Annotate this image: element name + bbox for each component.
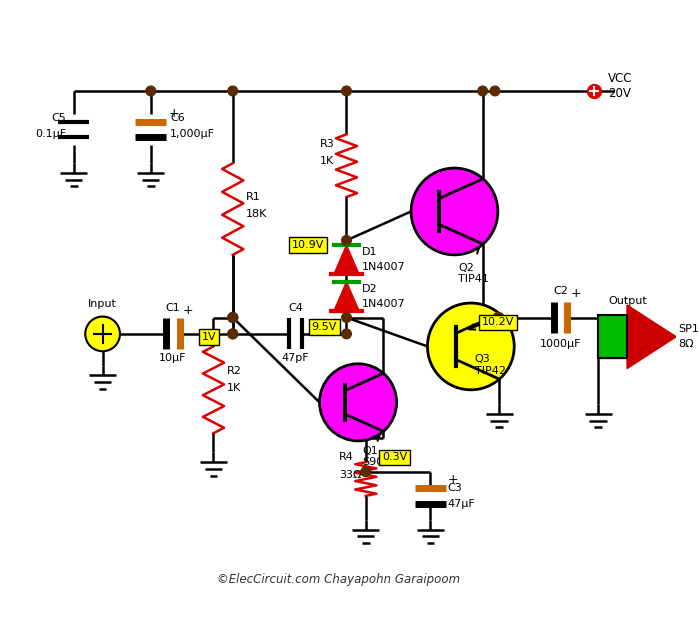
Text: +: + xyxy=(570,287,581,300)
Text: 10µF: 10µF xyxy=(159,353,187,363)
Text: TIP42: TIP42 xyxy=(475,366,505,376)
Circle shape xyxy=(342,236,351,245)
Text: 1N4007: 1N4007 xyxy=(362,299,405,309)
Polygon shape xyxy=(334,245,359,274)
Bar xyxy=(598,315,627,359)
Circle shape xyxy=(228,312,237,323)
Text: 0.3V: 0.3V xyxy=(382,452,407,462)
Circle shape xyxy=(342,86,351,96)
Circle shape xyxy=(494,312,504,323)
Text: R2: R2 xyxy=(227,366,242,375)
Text: C3: C3 xyxy=(448,483,463,493)
Polygon shape xyxy=(334,282,359,311)
Circle shape xyxy=(228,312,237,323)
Text: 1V: 1V xyxy=(202,331,216,342)
Circle shape xyxy=(228,329,237,338)
Circle shape xyxy=(490,86,500,96)
Text: C6: C6 xyxy=(170,113,185,123)
Text: ©ElecCircuit.com Chayapohn Garaipoom: ©ElecCircuit.com Chayapohn Garaipoom xyxy=(217,573,461,586)
Circle shape xyxy=(478,86,487,96)
Text: SP1: SP1 xyxy=(678,324,699,334)
Text: 1N4007: 1N4007 xyxy=(362,262,405,272)
Text: Input: Input xyxy=(88,299,117,309)
Text: VCC
20V: VCC 20V xyxy=(608,72,632,100)
Text: +: + xyxy=(168,107,178,120)
Text: 33Ω: 33Ω xyxy=(339,470,361,479)
Text: D1: D1 xyxy=(362,247,377,257)
Text: 8Ω: 8Ω xyxy=(678,340,694,349)
Circle shape xyxy=(411,168,498,255)
Circle shape xyxy=(146,86,155,96)
Circle shape xyxy=(228,329,237,338)
Text: Q2: Q2 xyxy=(458,262,474,272)
Text: R4: R4 xyxy=(339,452,354,462)
Text: Q3: Q3 xyxy=(475,354,491,364)
Circle shape xyxy=(228,86,237,96)
Text: C2: C2 xyxy=(553,286,568,297)
Text: +: + xyxy=(448,473,458,486)
Text: 9.5V: 9.5V xyxy=(312,322,337,332)
Text: TIP41: TIP41 xyxy=(458,274,489,284)
Circle shape xyxy=(85,316,120,351)
Circle shape xyxy=(342,329,351,338)
Circle shape xyxy=(428,303,514,390)
Text: R3: R3 xyxy=(319,139,335,149)
Circle shape xyxy=(342,312,351,323)
Text: C1: C1 xyxy=(166,303,181,312)
Text: 47µF: 47µF xyxy=(448,498,475,509)
Text: Q1: Q1 xyxy=(362,446,378,456)
Circle shape xyxy=(319,364,397,441)
Text: 18K: 18K xyxy=(246,210,267,219)
Polygon shape xyxy=(627,305,676,368)
Text: Output: Output xyxy=(609,296,648,306)
Circle shape xyxy=(361,467,370,476)
Text: 10.9V: 10.9V xyxy=(292,240,324,250)
Text: 0.1µF: 0.1µF xyxy=(35,130,66,139)
Bar xyxy=(598,315,627,359)
Text: 47pF: 47pF xyxy=(281,353,309,363)
Text: 10.2V: 10.2V xyxy=(482,318,514,327)
Text: D2: D2 xyxy=(362,284,377,293)
Text: S9013: S9013 xyxy=(362,457,397,467)
Text: C5: C5 xyxy=(51,113,66,123)
Text: 1000µF: 1000µF xyxy=(540,338,581,349)
Text: 1K: 1K xyxy=(319,156,334,166)
Text: 1,000µF: 1,000µF xyxy=(170,130,215,139)
Text: C4: C4 xyxy=(288,303,303,312)
Circle shape xyxy=(228,312,237,323)
Circle shape xyxy=(493,312,503,323)
Text: +: + xyxy=(183,304,193,316)
Text: R1: R1 xyxy=(246,192,261,202)
Text: 1K: 1K xyxy=(227,383,242,393)
